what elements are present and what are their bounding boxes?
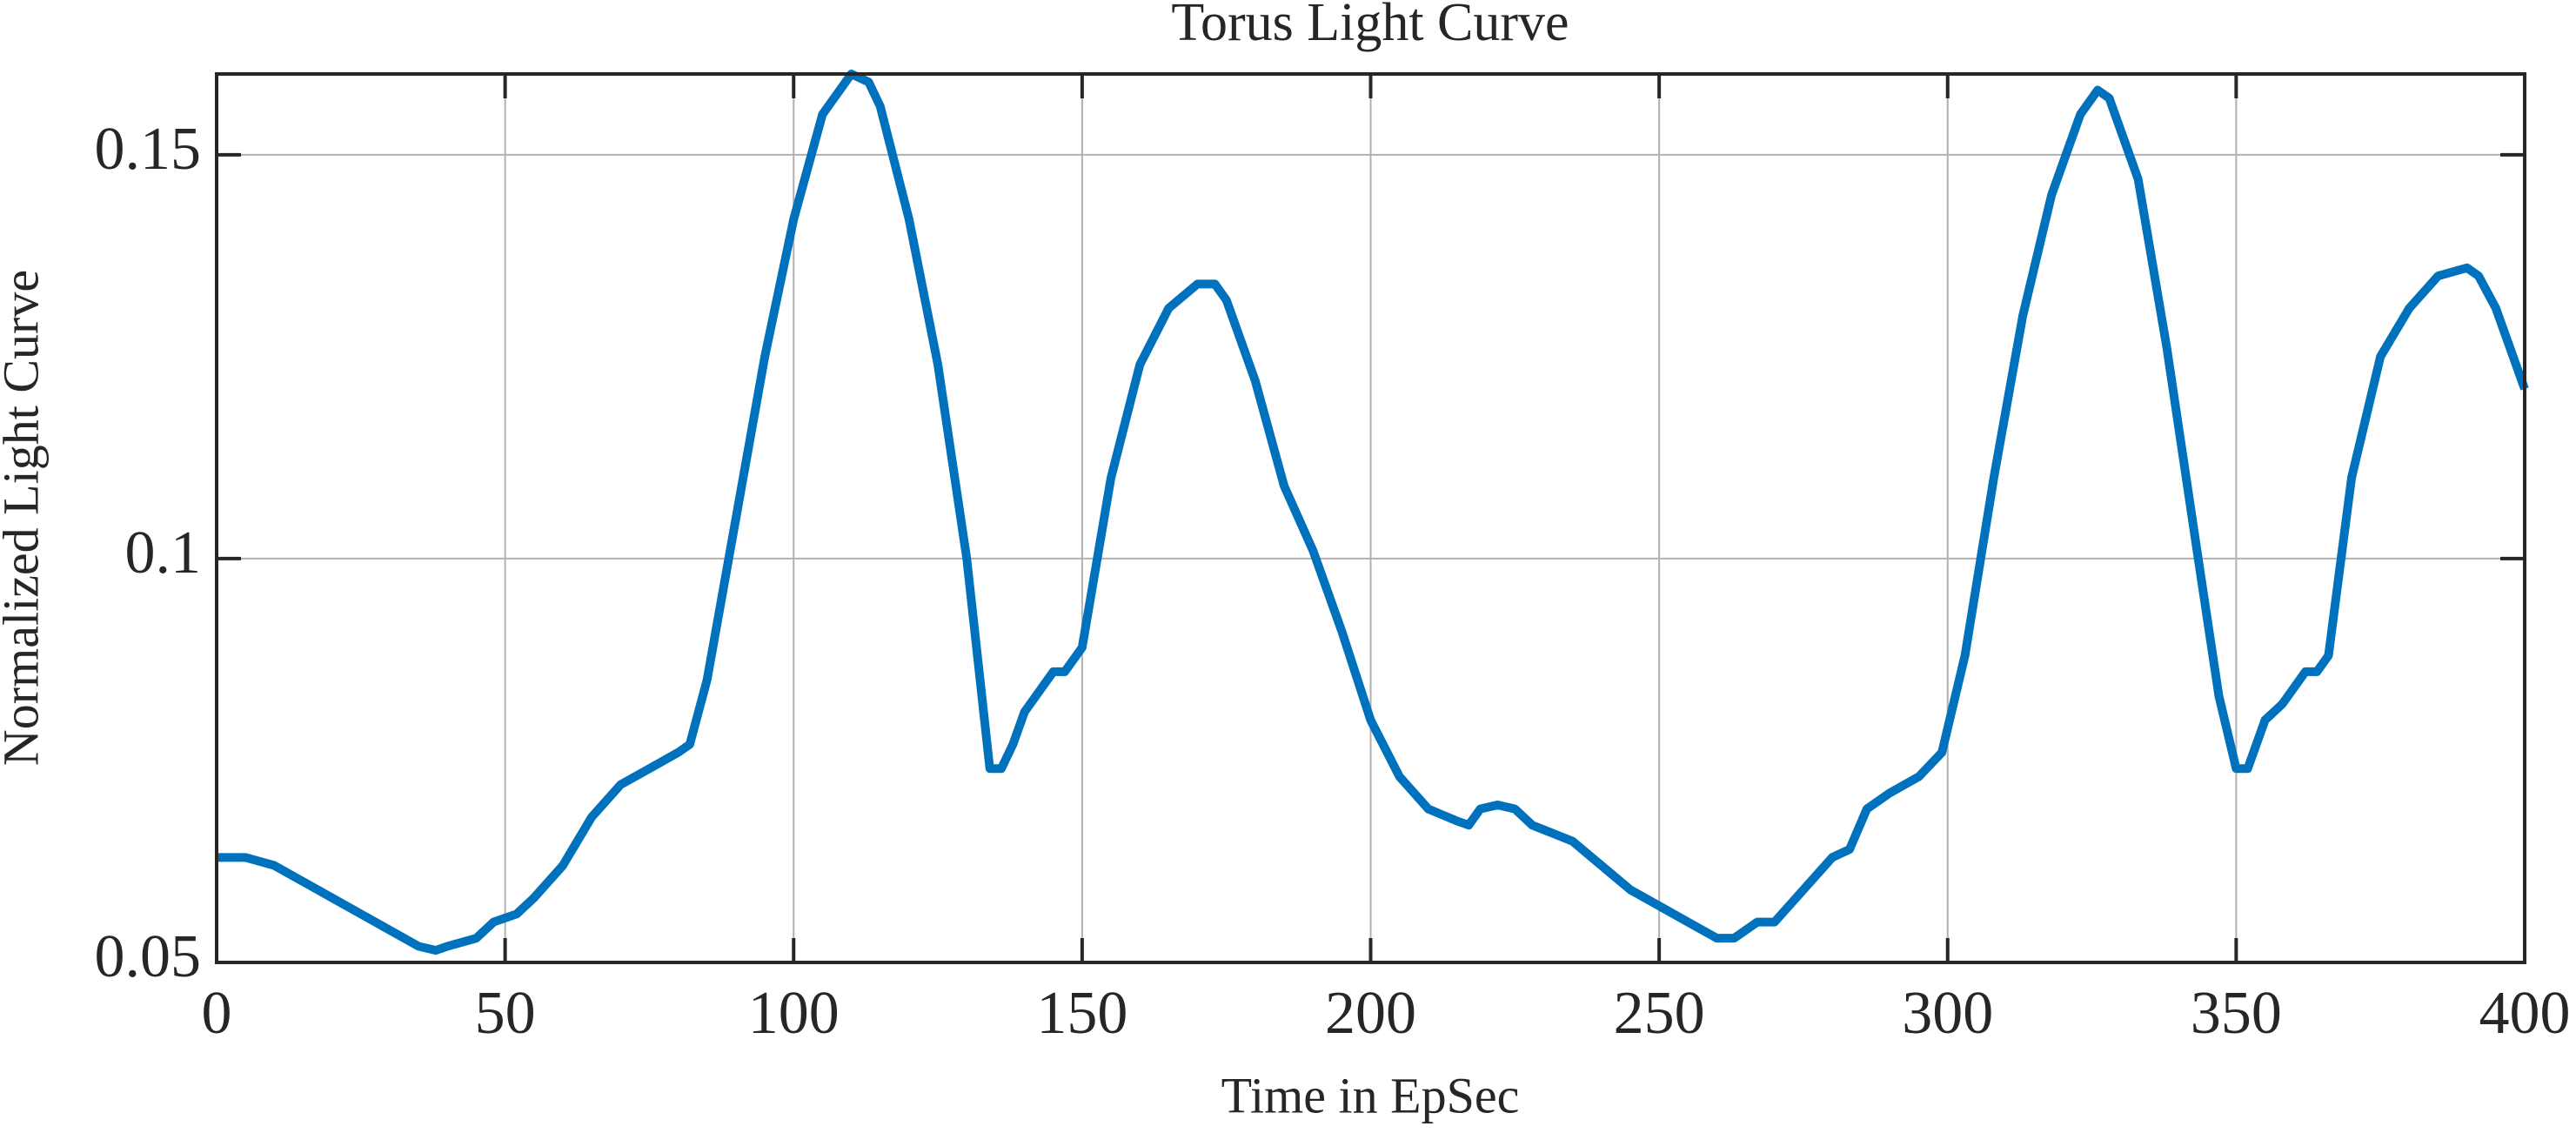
x-tick-label: 0	[202, 980, 232, 1047]
data-line	[217, 70, 2529, 955]
plot-frame	[215, 72, 2526, 964]
y-tick-label: 0.1	[125, 520, 202, 587]
x-tick-label: 100	[748, 980, 840, 1047]
x-tick-label: 400	[2479, 980, 2571, 1047]
x-tick-label: 50	[475, 980, 536, 1047]
x-tick-label: 150	[1036, 980, 1127, 1047]
x-tick-label: 200	[1325, 980, 1416, 1047]
x-tick-label: 350	[2191, 980, 2282, 1047]
x-tick-label: 300	[1902, 980, 1993, 1047]
y-axis-label: Normalized Light Curve	[0, 270, 49, 766]
y-tick-label: 0.15	[95, 116, 202, 183]
y-tick-label: 0.05	[95, 923, 202, 990]
x-axis-label: Time in EpSec	[1221, 1067, 1520, 1123]
x-tick-label: 250	[1614, 980, 1705, 1047]
chart-title: Torus Light Curve	[1171, 0, 1569, 52]
